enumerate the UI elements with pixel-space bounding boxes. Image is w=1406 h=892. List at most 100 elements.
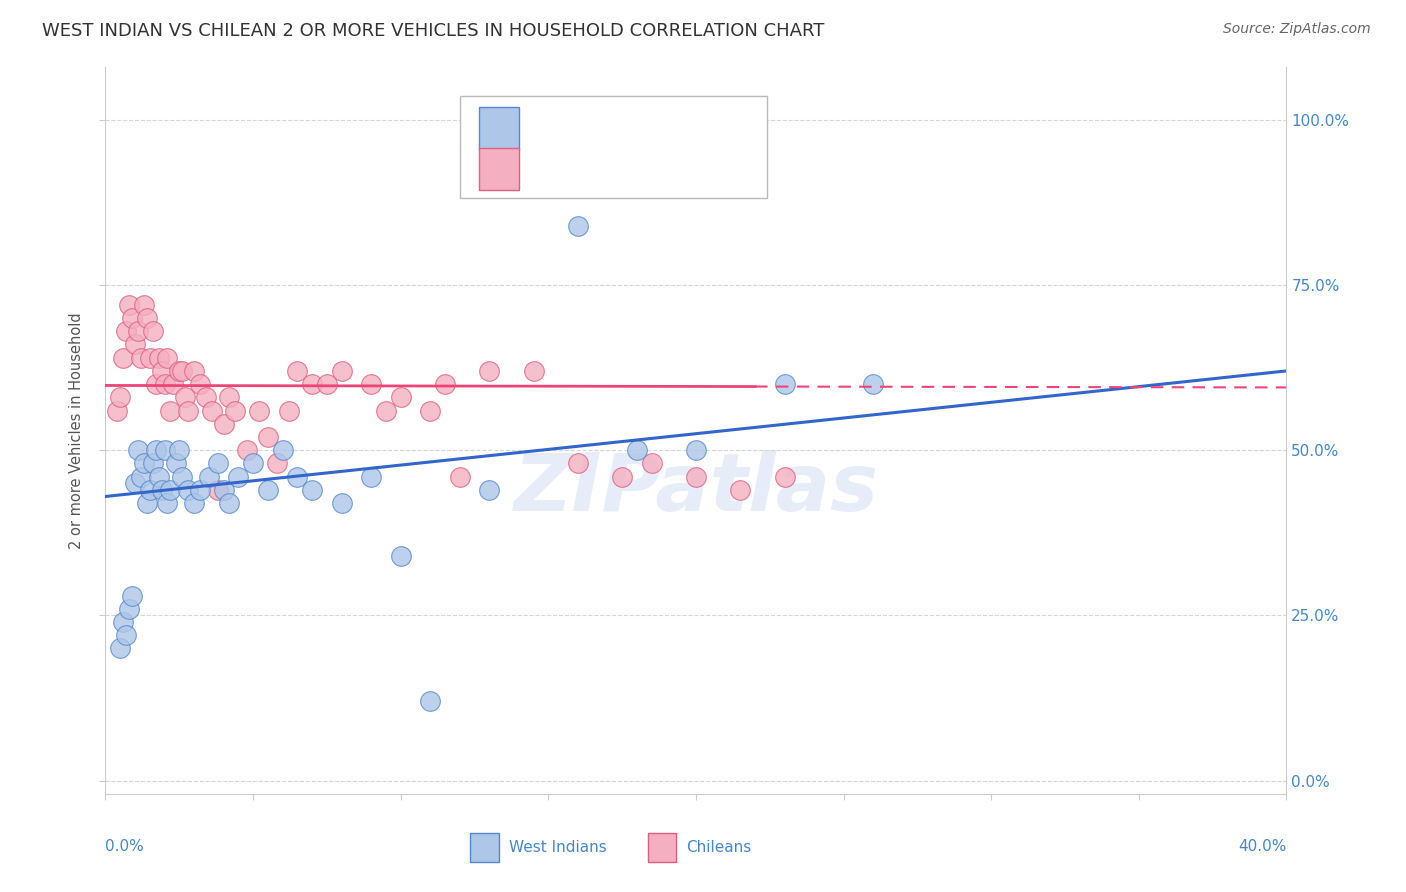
Point [197,469,219,483]
Point [449,469,471,483]
FancyBboxPatch shape [460,96,766,198]
Point [145,443,167,458]
Point [177,483,200,497]
Point [610,469,633,483]
FancyBboxPatch shape [471,833,499,863]
Point [135,311,157,326]
Y-axis label: 2 or more Vehicles in Household: 2 or more Vehicles in Household [69,312,84,549]
Point [478,364,501,378]
Point [124,476,146,491]
Point [236,443,259,458]
Text: Chileans: Chileans [686,840,752,855]
Point [389,390,412,404]
Point [110,390,132,404]
Point [162,377,184,392]
Point [567,219,589,233]
Point [773,377,796,392]
Point [188,483,211,497]
Point [228,469,250,483]
Point [360,377,382,392]
Point [287,469,309,483]
Point [301,377,323,392]
Text: 0.0%: 0.0% [105,839,145,854]
Point [287,364,309,378]
FancyBboxPatch shape [478,147,519,191]
Point [212,483,235,497]
Point [685,443,707,458]
Point [153,443,176,458]
FancyBboxPatch shape [478,107,519,150]
Point [138,351,162,365]
Point [142,324,165,338]
Point [148,469,170,483]
Point [124,337,146,351]
Text: R =  0.009   N = 55: R = 0.009 N = 55 [530,160,707,178]
Point [374,403,398,417]
Point [218,390,240,404]
Point [153,377,176,392]
Point [112,615,135,629]
Point [207,483,229,497]
Text: ZIPatlas: ZIPatlas [513,450,879,527]
Point [183,364,205,378]
Point [118,298,141,312]
Point [165,457,187,471]
Point [110,641,132,656]
Point [169,364,191,378]
Point [150,364,173,378]
Point [277,403,299,417]
Point [129,469,152,483]
Point [266,457,288,471]
Point [159,403,181,417]
Point [172,364,194,378]
Point [169,443,191,458]
Point [330,364,353,378]
Point [127,324,149,338]
Point [156,496,179,510]
Point [773,469,796,483]
Point [115,628,138,642]
Point [183,496,205,510]
Point [478,483,501,497]
Text: 40.0%: 40.0% [1239,839,1286,854]
Point [224,403,246,417]
Text: West Indians: West Indians [509,840,607,855]
Point [150,483,173,497]
Point [172,469,194,483]
Point [212,417,235,431]
Point [685,469,707,483]
Point [159,483,181,497]
Point [148,351,170,365]
Point [207,457,229,471]
Point [330,496,353,510]
Point [523,364,546,378]
Point [135,496,157,510]
Point [156,351,179,365]
Text: R =  0.257   N = 44: R = 0.257 N = 44 [530,120,707,137]
Point [132,298,155,312]
Point [194,390,217,404]
Point [145,377,167,392]
Point [105,403,128,417]
Point [419,403,441,417]
Point [177,403,200,417]
Point [862,377,884,392]
Point [188,377,211,392]
Point [433,377,456,392]
Text: Source: ZipAtlas.com: Source: ZipAtlas.com [1223,22,1371,37]
Point [257,430,280,444]
Point [121,311,143,326]
Point [118,602,141,616]
Point [115,324,138,338]
Point [389,549,412,563]
Point [242,457,264,471]
Point [112,351,135,365]
Point [419,694,441,708]
Point [201,403,224,417]
Point [218,496,240,510]
Point [138,483,162,497]
Point [129,351,152,365]
Text: WEST INDIAN VS CHILEAN 2 OR MORE VEHICLES IN HOUSEHOLD CORRELATION CHART: WEST INDIAN VS CHILEAN 2 OR MORE VEHICLE… [42,22,824,40]
Point [567,457,589,471]
FancyBboxPatch shape [648,833,676,863]
